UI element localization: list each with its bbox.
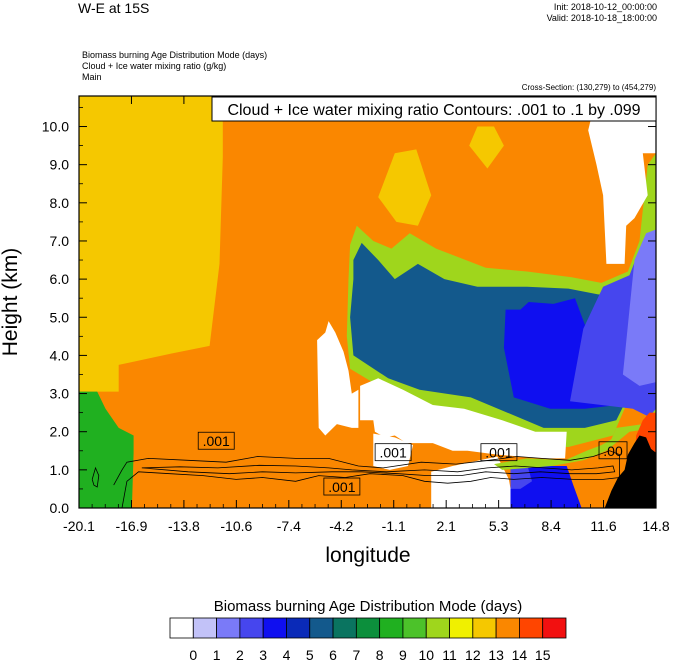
x-tick-label-1: -16.9 xyxy=(115,518,147,534)
colorbar-cell-2 xyxy=(216,617,241,639)
contour-label-1: .001 xyxy=(328,479,355,495)
colorbar-label-14: 14 xyxy=(512,647,528,663)
field-region-3 xyxy=(469,126,504,169)
x-tick-label-8: 5.3 xyxy=(489,518,509,534)
contour-label-box-1 xyxy=(323,477,361,496)
colorbar-cell-8 xyxy=(355,617,381,639)
colorbar-cell-4 xyxy=(262,617,287,639)
field-description-domain: Main xyxy=(82,72,102,82)
colorbar-label-8: 8 xyxy=(376,647,384,663)
contour-label-group: .001 .001 .001 .001 .00 xyxy=(197,431,628,496)
colorbar-cell-0 xyxy=(169,617,194,639)
y-tick-label-7: 7.0 xyxy=(50,233,70,249)
colorbar-cell-16 xyxy=(542,617,567,639)
y-tick-label-8: 8.0 xyxy=(50,195,70,211)
contour-label-box-0 xyxy=(197,431,235,450)
contour-info-text: Cloud + Ice water mixing ratio Contours:… xyxy=(227,102,640,119)
colorbar-cell-12 xyxy=(449,617,474,639)
page-title: W-E at 15S xyxy=(78,0,150,16)
colorbar-label-2: 2 xyxy=(236,647,244,663)
contour-label-0: .001 xyxy=(203,433,230,449)
x-axis-label: longitude xyxy=(325,544,410,567)
contour-lines xyxy=(91,450,639,508)
colorbar-cell-13 xyxy=(472,617,497,639)
shaded-field xyxy=(79,96,656,508)
colorbar-label-5: 5 xyxy=(306,647,314,663)
contour-line-3 xyxy=(620,455,639,492)
colorbar-label-13: 13 xyxy=(488,647,504,663)
colorbar-label-3: 3 xyxy=(259,647,267,663)
contour-label-3: .001 xyxy=(485,445,512,461)
contour-label-2: .001 xyxy=(380,445,407,461)
y-axis: 0.0 1.0 2.0 3.0 4.0 5.0 6.0 7.0 8.0 9.0 10.0 xyxy=(42,107,656,516)
colorbar: 0 1 2 3 4 5 6 7 8 9 10 11 12 13 14 15 xyxy=(169,617,567,663)
x-tick-label-6: -1.1 xyxy=(382,518,406,534)
y-tick-label-3: 3.0 xyxy=(50,386,70,402)
x-tick-label-11: 14.8 xyxy=(642,518,669,534)
field-region-8 xyxy=(622,229,656,386)
contour-label-box-3 xyxy=(480,443,518,462)
y-axis-label: Height (km) xyxy=(0,248,22,357)
colorbar-label-0: 0 xyxy=(189,647,197,663)
colorbar-cell-10 xyxy=(402,617,427,639)
field-description-shaded: Biomass burning Age Distribution Mode (d… xyxy=(82,50,268,60)
x-tick-label-4: -7.4 xyxy=(277,518,301,534)
init-time: Init: 2018-10-12_00:00:00 xyxy=(553,2,657,12)
valid-time: Valid: 2018-10-18_18:00:00 xyxy=(546,13,657,23)
contour-label-box-4 xyxy=(598,441,628,460)
x-tick-label-0: -20.1 xyxy=(63,518,95,534)
field-region-15 xyxy=(510,464,532,489)
field-region-13 xyxy=(431,456,514,508)
colorbar-label-1: 1 xyxy=(213,647,221,663)
y-tick-label-10: 10.0 xyxy=(42,119,69,135)
y-tick-label-0: 0.0 xyxy=(50,500,70,516)
colorbar-label-4: 4 xyxy=(283,647,291,663)
colorbar-cell-1 xyxy=(192,617,217,639)
y-tick-label-5: 5.0 xyxy=(50,309,70,325)
colorbar-label-12: 12 xyxy=(465,647,481,663)
contour-info-box: Cloud + Ice water mixing ratio Contours:… xyxy=(211,96,657,122)
y-tick-label-6: 6.0 xyxy=(50,271,70,287)
colorbar-cell-14 xyxy=(495,617,520,639)
colorbar-cell-6 xyxy=(309,617,334,639)
x-tick-label-2: -13.8 xyxy=(168,518,200,534)
field-region-2 xyxy=(378,149,432,226)
x-tick-label-7: 2.1 xyxy=(436,518,456,534)
y-tick-label-1: 1.0 xyxy=(50,462,70,478)
colorbar-cell-3 xyxy=(239,617,264,639)
contour-label-box-2 xyxy=(374,443,412,462)
colorbar-label-11: 11 xyxy=(442,647,457,663)
contour-label-4: .00 xyxy=(603,443,623,459)
y-tick-label-2: 2.0 xyxy=(50,424,70,440)
contour-line-2 xyxy=(91,466,100,488)
cross-section-label: Cross-Section: (130,279) to (454,279) xyxy=(521,83,656,92)
colorbar-cell-7 xyxy=(332,617,357,639)
colorbar-cell-9 xyxy=(379,617,404,639)
contour-line-0 xyxy=(113,450,620,508)
contour-line-1 xyxy=(141,464,616,477)
x-tick-label-9: 8.4 xyxy=(541,518,561,534)
y-tick-label-9: 9.0 xyxy=(50,157,70,173)
field-region-9 xyxy=(588,96,656,264)
x-tick-label-10: 11.6 xyxy=(590,518,616,534)
y-tick-label-4: 4.0 xyxy=(50,347,70,363)
x-tick-label-5: -4.2 xyxy=(329,518,353,534)
x-tick-label-3: -10.6 xyxy=(220,518,252,534)
field-region-11 xyxy=(360,378,567,459)
colorbar-cell-11 xyxy=(425,617,450,639)
colorbar-label-9: 9 xyxy=(399,647,407,663)
colorbar-label-7: 7 xyxy=(352,647,360,663)
colorbar-label-10: 10 xyxy=(418,647,434,663)
colorbar-cell-5 xyxy=(286,617,311,639)
colorbar-cell-15 xyxy=(519,617,544,639)
colorbar-label-15: 15 xyxy=(535,647,551,663)
field-region-16 xyxy=(494,408,656,470)
field-region-0 xyxy=(79,96,223,392)
field-description-contour: Cloud + Ice water mixing ratio (g/kg) xyxy=(82,61,227,71)
colorbar-title: Biomass burning Age Distribution Mode (d… xyxy=(214,598,522,615)
colorbar-label-6: 6 xyxy=(329,647,337,663)
terrain xyxy=(604,435,656,508)
field-region-10 xyxy=(317,321,359,436)
